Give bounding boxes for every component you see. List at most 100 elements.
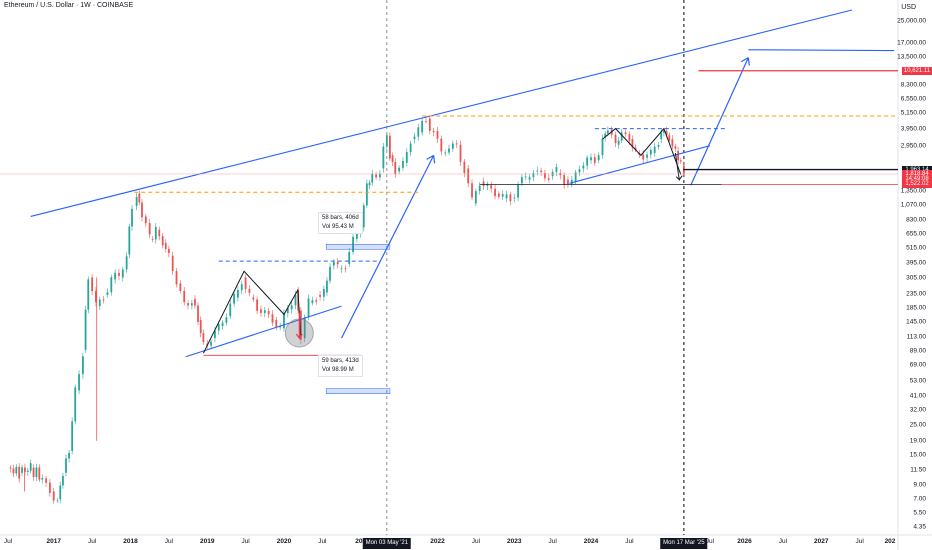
candle-body — [362, 205, 365, 228]
candle-body — [649, 149, 652, 155]
y-tick-label: 6,550.00 — [900, 95, 926, 103]
candle-body — [199, 319, 202, 334]
x-tick-label: 2026 — [737, 538, 752, 545]
x-tick-label: 202 — [355, 538, 367, 545]
y-tick-label: 25,000.00 — [897, 17, 926, 25]
y-tick-label: 515.00 — [906, 244, 926, 252]
range-measure — [325, 243, 391, 250]
date-marker-label: Mon 03 May '21 — [362, 538, 412, 549]
candle-body — [29, 463, 32, 471]
candle-body — [183, 290, 186, 303]
candle-body — [68, 452, 70, 459]
candle-body — [657, 144, 660, 147]
y-tick-label: 113.00 — [906, 333, 926, 341]
candle-body — [544, 172, 546, 179]
candle-body — [190, 303, 193, 306]
candle-body — [18, 466, 21, 479]
x-tick-label: Jul — [855, 538, 864, 545]
candle-body — [125, 256, 128, 270]
note-line: Vol 95.43 M — [322, 224, 354, 230]
candle-body — [9, 467, 12, 469]
candle-body — [179, 283, 182, 291]
candle-body — [482, 181, 485, 186]
candle-body — [614, 134, 617, 144]
y-tick-label: 7.00 — [913, 495, 926, 503]
candle-body — [586, 157, 589, 166]
candle-body — [679, 160, 682, 162]
candle-body — [84, 309, 87, 350]
candle-body — [375, 174, 377, 178]
y-tick-label: 32.00 — [909, 406, 926, 414]
candle-body — [12, 468, 15, 474]
price-label: 1,522.02 — [902, 180, 932, 189]
candle-body — [509, 194, 512, 202]
channel-trendline — [569, 145, 711, 184]
y-tick-label: 25.00 — [909, 421, 926, 429]
candle-body — [567, 179, 569, 185]
candle-body — [494, 188, 496, 197]
x-tick-label: 2022 — [430, 538, 445, 545]
y-tick-label: 5.50 — [913, 509, 926, 517]
candle-body — [486, 183, 489, 186]
candle-body — [563, 175, 566, 186]
candle-body — [597, 155, 600, 161]
candle-body — [256, 299, 259, 311]
candle-body — [214, 330, 216, 339]
candle-body — [428, 118, 431, 131]
candle-body — [540, 170, 543, 173]
candle-body — [271, 314, 274, 323]
candle-body — [138, 193, 141, 203]
candle-body — [141, 202, 143, 218]
y-tick-label: 15.00 — [909, 451, 926, 459]
candle-body — [532, 173, 535, 178]
candle-body — [164, 242, 167, 249]
y-tick-label: 41.00 — [909, 392, 926, 400]
candle-body — [389, 135, 391, 159]
x-tick-label: 202 — [884, 538, 896, 545]
candle-body — [315, 300, 318, 302]
candle-body — [78, 374, 80, 391]
x-tick-label: Jul — [3, 538, 13, 545]
x-tick-label: 2019 — [199, 538, 215, 545]
candle-body — [379, 173, 381, 178]
x-tick-label: 2023 — [507, 538, 522, 545]
candle-body — [114, 272, 117, 280]
candle-body — [267, 310, 270, 315]
candle-body — [620, 132, 623, 141]
candle-body — [674, 146, 677, 149]
candle-body — [221, 322, 224, 327]
candle-body — [365, 183, 368, 206]
x-tick-label: Jul — [241, 538, 250, 545]
candle-body — [501, 194, 504, 197]
candle-body — [593, 157, 596, 163]
candle-body — [21, 467, 23, 473]
impulse-arrow — [341, 155, 435, 339]
x-tick-label: Jul — [548, 538, 557, 545]
support-trendline — [185, 305, 342, 358]
candle-body — [631, 139, 634, 148]
candle-body — [290, 305, 293, 310]
candle-body — [505, 194, 508, 199]
candle-body — [311, 300, 314, 304]
candle-body — [604, 133, 607, 138]
candle-body — [319, 294, 321, 297]
x-tick-label: Jul — [778, 538, 788, 545]
x-tick-label: Jul — [164, 538, 173, 545]
y-tick-label: 8,300.00 — [900, 81, 926, 89]
candle-body — [279, 325, 282, 328]
candle-body — [601, 138, 604, 156]
y-tick-label: 5,150.00 — [900, 109, 926, 117]
forecast-arrow — [690, 57, 749, 186]
candle-body — [677, 150, 680, 161]
candle-body — [444, 152, 447, 154]
candle-body — [45, 478, 47, 483]
candle-body — [71, 421, 74, 451]
y-tick-label: 69.00 — [909, 361, 926, 369]
candle-body — [402, 160, 404, 168]
range-measure — [325, 388, 391, 394]
y-tick-label: 19.00 — [909, 437, 926, 445]
candle-body — [660, 132, 663, 140]
candle-body — [307, 298, 310, 318]
